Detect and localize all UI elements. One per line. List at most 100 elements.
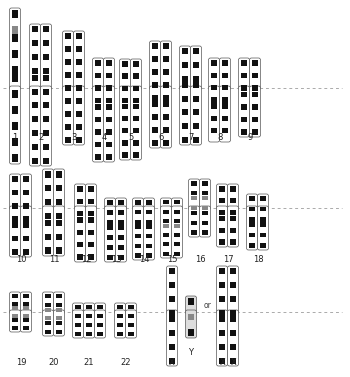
Bar [65,111,71,117]
FancyBboxPatch shape [9,86,21,164]
FancyBboxPatch shape [41,86,51,166]
Bar [77,217,83,223]
Bar [193,75,199,81]
Bar [32,102,38,108]
FancyBboxPatch shape [217,206,228,247]
Bar [191,221,197,225]
FancyBboxPatch shape [9,292,21,314]
Bar [252,116,258,122]
Text: 6: 6 [158,133,164,142]
FancyBboxPatch shape [217,184,228,210]
Bar [43,130,49,136]
Bar [76,85,82,91]
Bar [182,62,188,68]
Text: X: X [169,358,175,367]
Bar [202,206,208,210]
Bar [202,211,208,215]
Bar [77,211,83,216]
Bar [75,332,81,336]
FancyBboxPatch shape [116,198,126,210]
FancyBboxPatch shape [131,86,141,160]
Text: 22: 22 [121,358,131,367]
Bar [230,186,236,192]
Bar [133,98,139,103]
Bar [65,34,71,39]
FancyBboxPatch shape [75,184,85,210]
FancyBboxPatch shape [246,194,258,210]
Bar [118,200,124,205]
FancyBboxPatch shape [21,310,32,332]
Bar [56,321,62,325]
Bar [12,314,18,318]
Bar [230,268,236,274]
Bar [260,196,266,201]
Bar [23,176,29,182]
Bar [219,228,225,233]
Bar [219,239,225,245]
Bar [95,85,101,91]
Bar [249,207,255,211]
Bar [230,239,236,245]
Bar [107,220,113,225]
Bar [219,210,225,215]
Bar [241,92,247,97]
Bar [191,196,197,200]
Bar [12,26,18,34]
Bar [43,144,49,150]
Bar [174,242,180,247]
Bar [45,172,51,178]
Bar [182,48,188,54]
FancyBboxPatch shape [42,169,54,210]
Bar [88,199,94,204]
FancyBboxPatch shape [63,86,74,145]
Bar [23,236,29,241]
Bar [32,130,38,136]
Bar [45,316,51,320]
Bar [77,186,83,192]
Text: 10: 10 [16,255,26,264]
FancyBboxPatch shape [119,86,131,160]
Text: 8: 8 [217,133,223,142]
Bar [86,305,92,309]
Text: or: or [204,300,212,310]
Bar [122,128,128,133]
Bar [88,242,94,247]
Bar [219,296,225,302]
Bar [193,48,199,54]
Bar [76,72,82,78]
Bar [23,294,29,298]
Bar [56,220,62,226]
Bar [106,60,112,66]
Bar [219,357,225,363]
Text: 17: 17 [223,255,233,264]
Bar [260,217,266,222]
Bar [163,224,169,228]
FancyBboxPatch shape [161,41,172,90]
Bar [45,330,51,334]
Bar [222,60,228,66]
Bar [128,314,134,318]
Bar [12,302,18,306]
Bar [45,234,51,240]
FancyBboxPatch shape [167,310,177,366]
Bar [76,34,82,39]
Bar [86,314,92,318]
Bar [56,213,62,219]
Bar [12,11,18,17]
Bar [56,185,62,192]
Bar [135,224,141,229]
Bar [12,138,18,146]
Bar [163,242,169,247]
Bar [163,82,169,88]
FancyBboxPatch shape [167,266,177,314]
Bar [97,323,103,327]
Bar [146,224,152,229]
Bar [230,198,236,203]
FancyBboxPatch shape [85,184,97,210]
Bar [241,129,247,135]
Bar [252,85,258,91]
Bar [12,66,18,74]
Bar [230,282,236,288]
FancyBboxPatch shape [209,86,219,142]
Bar [43,102,49,108]
